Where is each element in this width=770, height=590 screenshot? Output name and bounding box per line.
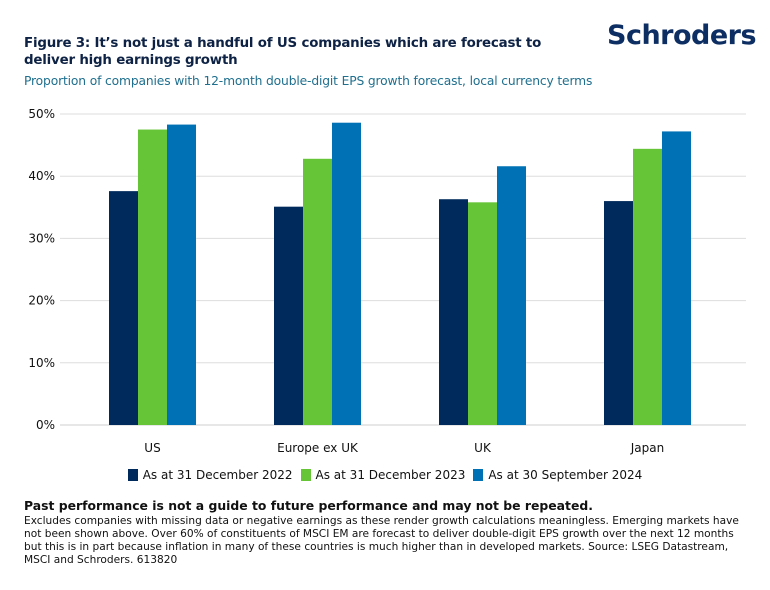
performance-disclaimer: Past performance is not a guide to futur… [24,498,593,513]
bar-europe-ex-uk-series-2 [332,122,361,425]
legend-item-2024: As at 30 September 2024 [473,468,642,482]
bar-japan-series-1 [633,148,662,425]
y-tick-label: 0% [36,418,55,432]
y-tick-label: 40% [28,169,55,183]
bar-us-series-0 [109,191,138,425]
legend: As at 31 December 2022 As at 31 December… [0,468,770,482]
bar-europe-ex-uk-series-1 [303,158,332,425]
legend-label-2022: As at 31 December 2022 [142,468,293,482]
schroders-logo: Schroders [607,20,757,51]
bar-us-series-2 [167,124,196,425]
legend-swatch-2022 [127,469,138,481]
y-tick-label: 50% [28,107,55,121]
y-tick-label: 10% [28,356,55,370]
y-tick-label: 20% [28,294,55,308]
x-tick-label: UK [474,441,492,455]
bar-japan-series-2 [662,131,691,425]
x-axis-ticks: US Europe ex UK UK Japan [144,441,664,455]
bar-japan-series-0 [604,201,633,425]
footnotes: Excludes companies with missing data or … [24,515,739,566]
legend-swatch-2024 [473,469,484,481]
legend-label-2024: As at 30 September 2024 [488,468,643,482]
y-tick-label: 30% [28,231,55,245]
chart-subtitle: Proportion of companies with 12-month do… [24,74,593,88]
legend-swatch-2023 [300,469,311,481]
bar-europe-ex-uk-series-0 [274,206,303,425]
bars [109,122,691,426]
bar-uk-series-1 [468,202,497,425]
x-tick-label: Europe ex UK [277,441,359,455]
legend-item-2023: As at 31 December 2023 [300,468,466,482]
bar-us-series-1 [138,129,167,426]
y-axis-ticks: 0% 10% 20% 30% 40% 50% [28,107,55,432]
x-tick-label: US [144,441,160,455]
bar-uk-series-2 [497,166,526,426]
x-tick-label: Japan [630,441,664,455]
legend-item-2022: As at 31 December 2022 [127,468,293,482]
chart-title: Figure 3: It’s not just a handful of US … [24,36,542,68]
legend-label-2023: As at 31 December 2023 [315,468,466,482]
bar-chart: 0% 10% 20% 30% 40% 50% US Europe ex UK UK Japan [28,107,746,455]
bar-uk-series-0 [439,199,468,425]
